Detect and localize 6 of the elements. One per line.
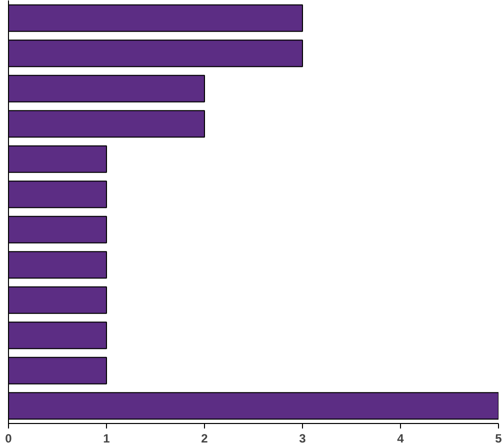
x-tick-label: 5 [495,432,502,445]
x-tick-label: 3 [299,432,306,445]
x-tick-label: 2 [201,432,208,445]
x-tick-label: 0 [5,432,12,445]
x-tick-label: 1 [103,432,110,445]
x-tick-label: 4 [397,432,404,445]
